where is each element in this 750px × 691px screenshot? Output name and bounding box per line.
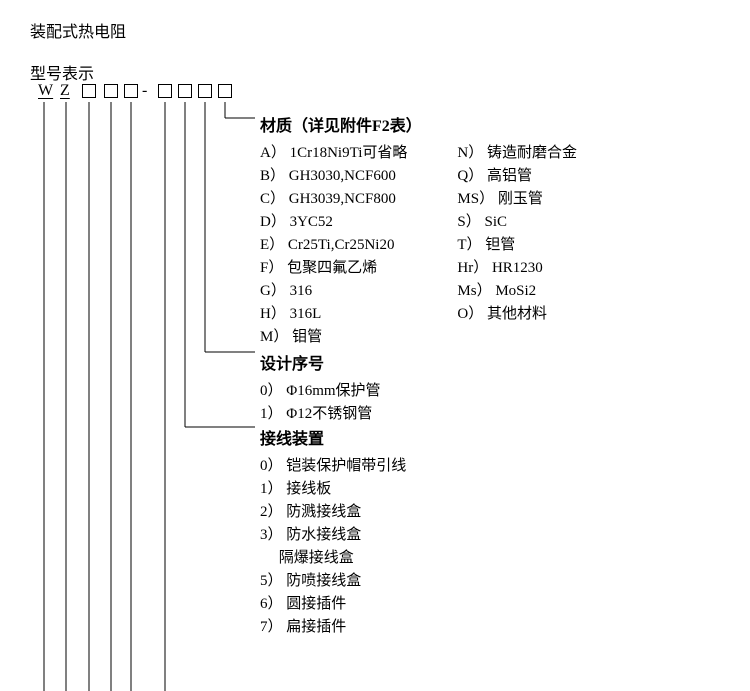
item-line: 0） Φ16mm保护管 bbox=[260, 380, 381, 403]
item-line: 6） 圆接插件 bbox=[260, 593, 406, 616]
item-line: H） 316L bbox=[260, 303, 407, 326]
item-line: N） 铸造耐磨合金 bbox=[457, 142, 577, 165]
material-col1: A） 1Cr18Ni9Ti可省略B） GH3030,NCF600C） GH303… bbox=[260, 142, 407, 349]
section-wiring: 接线装置 0） 铠装保护帽带引线1） 接线板2） 防溅接线盒3） 防水接线盒 隔… bbox=[260, 425, 406, 639]
item-line: E） Cr25Ti,Cr25Ni20 bbox=[260, 234, 407, 257]
section-material: 材质（详见附件F2表） A） 1Cr18Ni9Ti可省略B） GH3030,NC… bbox=[260, 112, 577, 349]
item-line: Ms） MoSi2 bbox=[457, 280, 577, 303]
item-line: D） 3YC52 bbox=[260, 211, 407, 234]
item-line: G） 316 bbox=[260, 280, 407, 303]
code-box-6 bbox=[198, 84, 212, 98]
item-line: B） GH3030,NCF600 bbox=[260, 165, 407, 188]
code-char-w: W bbox=[38, 82, 53, 100]
item-line: O） 其他材料 bbox=[457, 303, 577, 326]
item-line: S） SiC bbox=[457, 211, 577, 234]
code-box-7 bbox=[218, 84, 232, 98]
item-line: Hr） HR1230 bbox=[457, 257, 577, 280]
code-box-4 bbox=[158, 84, 172, 98]
code-box-3 bbox=[124, 84, 138, 98]
code-box-1 bbox=[82, 84, 96, 98]
item-line: M） 钼管 bbox=[260, 326, 407, 349]
item-line: 3） 防水接线盒 bbox=[260, 524, 406, 547]
item-line: Q） 高铝管 bbox=[457, 165, 577, 188]
item-line: 0） 铠装保护帽带引线 bbox=[260, 455, 406, 478]
code-box-2 bbox=[104, 84, 118, 98]
item-line: 隔爆接线盒 bbox=[260, 547, 406, 570]
item-line: 2） 防溅接线盒 bbox=[260, 501, 406, 524]
section-design: 设计序号 0） Φ16mm保护管1） Φ12不锈钢管 bbox=[260, 350, 381, 426]
wiring-title: 接线装置 bbox=[260, 425, 406, 449]
item-line: 1） Φ12不锈钢管 bbox=[260, 403, 381, 426]
design-items: 0） Φ16mm保护管1） Φ12不锈钢管 bbox=[260, 380, 381, 426]
item-line: F） 包聚四氟乙烯 bbox=[260, 257, 407, 280]
wiring-items: 0） 铠装保护帽带引线1） 接线板2） 防溅接线盒3） 防水接线盒 隔爆接线盒5… bbox=[260, 455, 406, 639]
code-char-z: Z bbox=[60, 82, 70, 100]
item-line: 5） 防喷接线盒 bbox=[260, 570, 406, 593]
item-line: C） GH3039,NCF800 bbox=[260, 188, 407, 211]
item-line: T） 钽管 bbox=[457, 234, 577, 257]
item-line: 7） 扁接插件 bbox=[260, 616, 406, 639]
material-col2: N） 铸造耐磨合金Q） 高铝管MS） 刚玉管S） SiCT） 钽管Hr） HR1… bbox=[457, 142, 577, 349]
material-items: A） 1Cr18Ni9Ti可省略B） GH3030,NCF600C） GH303… bbox=[260, 142, 577, 349]
page-title: 装配式热电阻 bbox=[30, 18, 126, 42]
item-line: A） 1Cr18Ni9Ti可省略 bbox=[260, 142, 407, 165]
code-box-5 bbox=[178, 84, 192, 98]
design-title: 设计序号 bbox=[260, 350, 381, 374]
page-subtitle: 型号表示 bbox=[30, 60, 94, 84]
code-dash: - bbox=[142, 82, 147, 100]
item-line: MS） 刚玉管 bbox=[457, 188, 577, 211]
material-title: 材质（详见附件F2表） bbox=[260, 112, 577, 136]
item-line: 1） 接线板 bbox=[260, 478, 406, 501]
